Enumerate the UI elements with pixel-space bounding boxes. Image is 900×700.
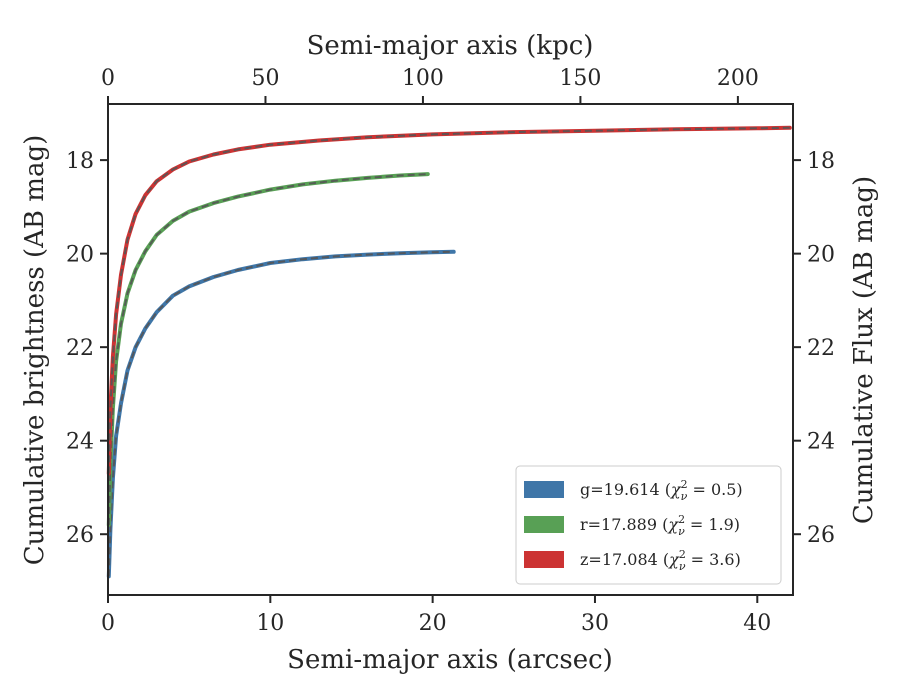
- y-tick-label: 18: [66, 149, 94, 174]
- curves-layer: [106, 125, 792, 579]
- series-g-line: [106, 249, 456, 579]
- y-axis-title: Cumulative brightness (AB mag): [20, 135, 50, 566]
- top-x-tick-label: 100: [402, 66, 444, 91]
- y-tick-label: 20: [66, 243, 94, 268]
- top-x-tick-label: 150: [559, 66, 601, 91]
- series-r-line: [106, 172, 430, 527]
- legend-swatch-z: [524, 551, 564, 568]
- series-r-model-line: [107, 173, 428, 525]
- legend: g=19.614 (χ2 ν = 0.5) r=17.889 (χ2 ν = 1.9)…: [515, 465, 782, 585]
- top-x-axis-title: Semi-major axis (kpc): [307, 31, 594, 61]
- series-g-model-line: [107, 250, 454, 577]
- x-tick-label: 20: [419, 611, 447, 636]
- top-x-tick-label: 200: [717, 66, 759, 91]
- legend-entries: g=19.614 (χ2 ν = 0.5) r=17.889 (χ2 ν = 1.9)…: [524, 478, 743, 573]
- x-tick-label: 10: [256, 611, 284, 636]
- legend-swatch-g: [524, 481, 564, 498]
- series-z-line: [106, 125, 792, 476]
- top-x-tick-label: 0: [101, 66, 115, 91]
- legend-frame: [515, 465, 782, 585]
- right-y-tick-label: 24: [807, 430, 835, 455]
- y-tick-label: 26: [66, 523, 94, 548]
- ticks-layer: 0 10 20 30 40 0 50 100 150 200 18 18 20 20 22 22 24 24 26 2…: [66, 66, 835, 636]
- legend-swatch-r: [524, 516, 564, 533]
- right-y-tick-label: 18: [807, 149, 835, 174]
- legend-label-r: r=17.889 (χ2 ν = 1.9): [580, 513, 740, 538]
- right-y-tick-label: 26: [807, 523, 835, 548]
- legend-label-g: g=19.614 (χ2 ν = 0.5): [580, 478, 743, 503]
- right-y-tick-label: 22: [807, 336, 835, 361]
- x-tick-label: 40: [743, 611, 771, 636]
- y-tick-label: 22: [66, 336, 94, 361]
- right-y-axis-title: Cumulative Flux (AB mag): [849, 176, 879, 524]
- top-x-tick-label: 50: [251, 66, 279, 91]
- legend-label-z: z=17.084 (χ2 ν = 3.6): [580, 548, 741, 573]
- y-tick-label: 24: [66, 430, 94, 455]
- series-z-model-line: [107, 126, 790, 474]
- x-axis-title: Semi-major axis (arcsec): [287, 645, 613, 675]
- x-tick-label: 0: [101, 611, 115, 636]
- x-tick-label: 30: [581, 611, 609, 636]
- plot-frame: [107, 103, 794, 596]
- right-y-tick-label: 20: [807, 243, 835, 268]
